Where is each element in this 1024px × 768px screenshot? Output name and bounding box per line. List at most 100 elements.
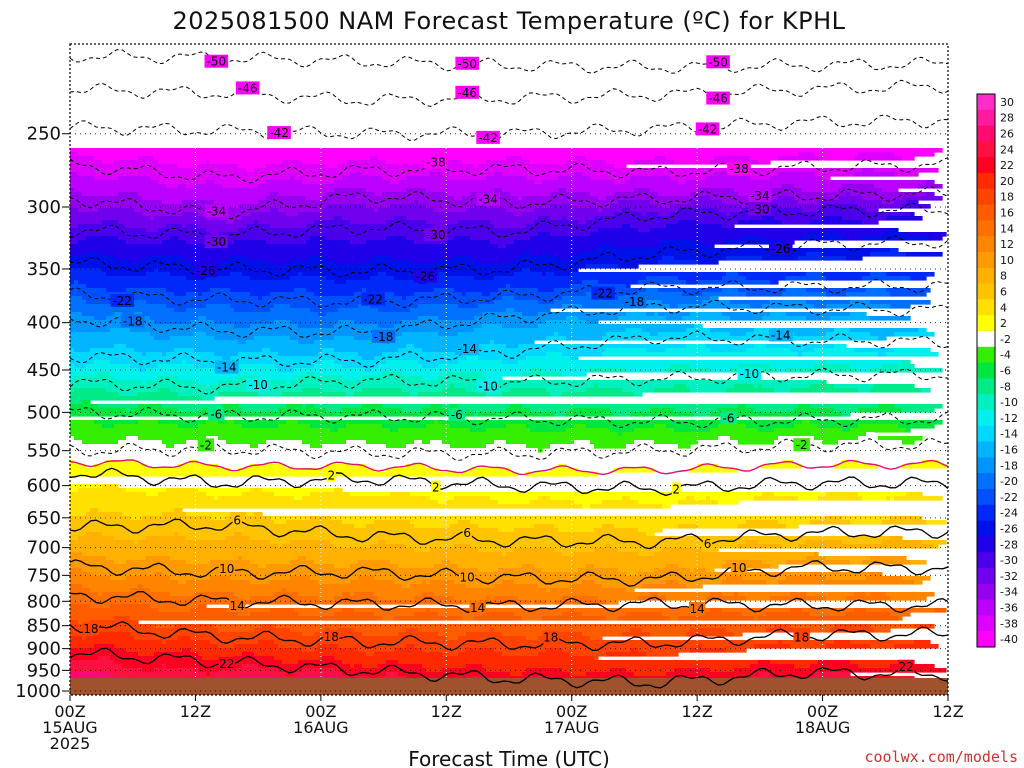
field-cell xyxy=(86,532,103,537)
field-cell xyxy=(306,224,435,229)
field-cell xyxy=(322,388,363,393)
field-cell xyxy=(242,216,335,221)
field-cell xyxy=(594,384,599,389)
field-cell xyxy=(306,372,315,377)
field-cell xyxy=(490,596,495,601)
field-cell xyxy=(862,168,875,173)
field-cell xyxy=(850,520,883,525)
field-cell xyxy=(562,296,603,301)
field-cell xyxy=(70,500,439,505)
field-cell xyxy=(574,172,583,177)
field-cell xyxy=(578,568,619,573)
field-cell xyxy=(250,464,287,469)
field-cell xyxy=(602,244,615,249)
field-cell xyxy=(110,672,207,677)
x-tick-label: 12Z xyxy=(681,702,712,721)
field-cell xyxy=(626,180,679,185)
field-cell xyxy=(294,496,303,501)
field-cell xyxy=(598,196,607,201)
field-cell xyxy=(366,440,415,445)
color-legend-swatch xyxy=(977,141,995,158)
isotherm-label-mask xyxy=(448,408,465,422)
field-cell xyxy=(238,404,287,409)
field-cell xyxy=(710,668,735,673)
field-cell xyxy=(606,600,619,605)
field-cell xyxy=(746,520,779,525)
isotherm-label-mask xyxy=(424,228,448,242)
field-cell xyxy=(270,208,279,213)
field-cell xyxy=(222,244,499,249)
field-cell xyxy=(690,388,727,393)
color-legend-label: -14 xyxy=(1000,428,1018,441)
field-cell xyxy=(826,276,863,281)
field-cell xyxy=(578,468,615,473)
field-cell xyxy=(626,612,663,617)
field-cell xyxy=(158,160,207,165)
field-cell xyxy=(314,364,343,369)
field-cell xyxy=(86,284,507,289)
y-tick-label: 250 xyxy=(27,124,61,145)
field-cell xyxy=(790,348,815,353)
field-cell xyxy=(622,432,867,437)
field-cell xyxy=(214,320,275,325)
field-cell xyxy=(762,316,807,321)
field-cell xyxy=(498,500,531,505)
color-legend-label: -8 xyxy=(1000,380,1011,393)
field-cell xyxy=(726,272,739,277)
field-cell xyxy=(162,200,183,205)
field-cell xyxy=(94,632,131,637)
field-cell xyxy=(466,208,507,213)
field-cell xyxy=(126,344,407,349)
field-cell xyxy=(634,392,643,397)
field-cell xyxy=(434,224,447,229)
field-cell xyxy=(454,596,487,601)
field-cell xyxy=(642,584,687,589)
field-cell xyxy=(382,176,407,181)
field-cell xyxy=(538,584,571,589)
field-cell xyxy=(70,176,95,181)
field-cell xyxy=(726,388,775,393)
field-cell xyxy=(422,364,439,369)
field-cell xyxy=(290,176,295,181)
field-cell xyxy=(210,232,219,237)
field-cell xyxy=(310,308,339,313)
field-cell xyxy=(146,272,171,277)
field-cell xyxy=(158,228,207,233)
field-cell xyxy=(146,536,187,541)
field-cell xyxy=(870,368,943,373)
field-cell xyxy=(70,440,83,445)
field-cell xyxy=(414,644,699,649)
field-cell xyxy=(814,304,827,309)
field-cell xyxy=(214,180,267,185)
field-cell xyxy=(170,592,195,597)
field-cell xyxy=(522,404,739,409)
color-legend-swatch xyxy=(977,204,995,221)
field-cell xyxy=(334,612,375,617)
field-cell xyxy=(386,272,439,277)
field-cell xyxy=(326,256,375,261)
field-cell xyxy=(182,224,187,229)
field-cell xyxy=(582,632,623,637)
y-tick-label: 400 xyxy=(27,313,61,334)
field-cell xyxy=(882,188,899,193)
field-cell xyxy=(70,520,275,525)
field-cell xyxy=(758,616,899,621)
field-cell xyxy=(870,644,895,649)
field-cell xyxy=(710,348,747,353)
field-cell xyxy=(70,260,131,265)
field-cell xyxy=(574,552,639,557)
field-cell xyxy=(198,292,203,297)
field-cell xyxy=(590,192,615,197)
field-cell xyxy=(154,216,207,221)
field-cell xyxy=(562,596,599,601)
field-cell xyxy=(710,196,767,201)
field-cell xyxy=(206,316,419,321)
field-cell xyxy=(254,512,263,517)
field-cell xyxy=(546,352,563,357)
field-cell xyxy=(562,552,575,557)
field-cell xyxy=(270,192,279,197)
field-cell xyxy=(138,584,143,589)
field-cell xyxy=(458,220,491,225)
field-cell xyxy=(162,512,187,517)
field-cell xyxy=(806,592,855,597)
